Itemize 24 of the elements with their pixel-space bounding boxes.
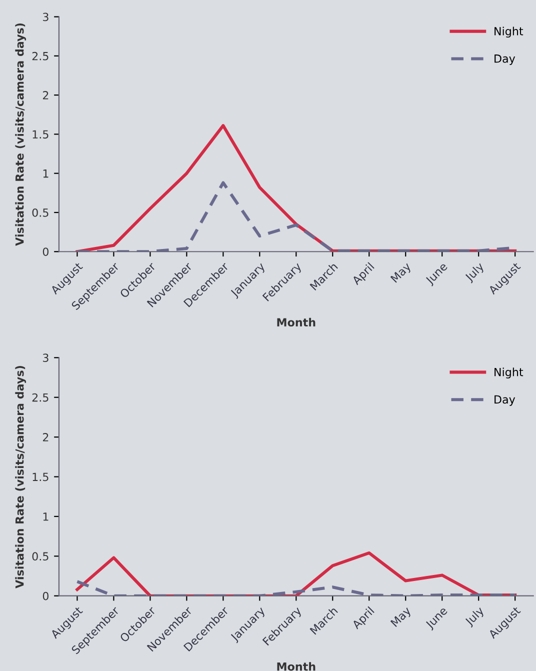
legend-label: Day [494, 54, 516, 65]
y-tick-label: 1.5 [32, 130, 48, 139]
y-tick-label: 3 [43, 354, 48, 362]
y-axis-title: Visitation Rate (visits/camera days) [15, 366, 26, 588]
line-series [76, 580, 517, 596]
x-axis-title: Month [277, 662, 316, 671]
y-tick-label: 0 [42, 592, 48, 600]
y-tick-label: 2 [42, 433, 48, 442]
y-tick-label: 1 [43, 512, 48, 521]
y-tick-label: 2.5 [32, 52, 48, 60]
y-tick-label: 2.5 [32, 393, 48, 402]
y-tick-label: 0.5 [32, 552, 48, 561]
y-tick-label: 1 [43, 169, 48, 178]
y-tick-label: 0 [42, 248, 48, 256]
y-tick-label: 2 [42, 91, 48, 100]
legend-label: Day [494, 395, 516, 406]
y-axis-title: Visitation Rate (visits/camera days) [15, 23, 26, 246]
y-tick-label: 1.5 [32, 472, 48, 482]
line-series [76, 551, 517, 596]
legend-label: Night [494, 368, 524, 378]
legend-label: Night [494, 26, 524, 38]
x-axis-title: Month [277, 318, 316, 327]
y-tick-label: 3 [43, 12, 48, 22]
y-tick-label: 0.5 [32, 208, 48, 217]
